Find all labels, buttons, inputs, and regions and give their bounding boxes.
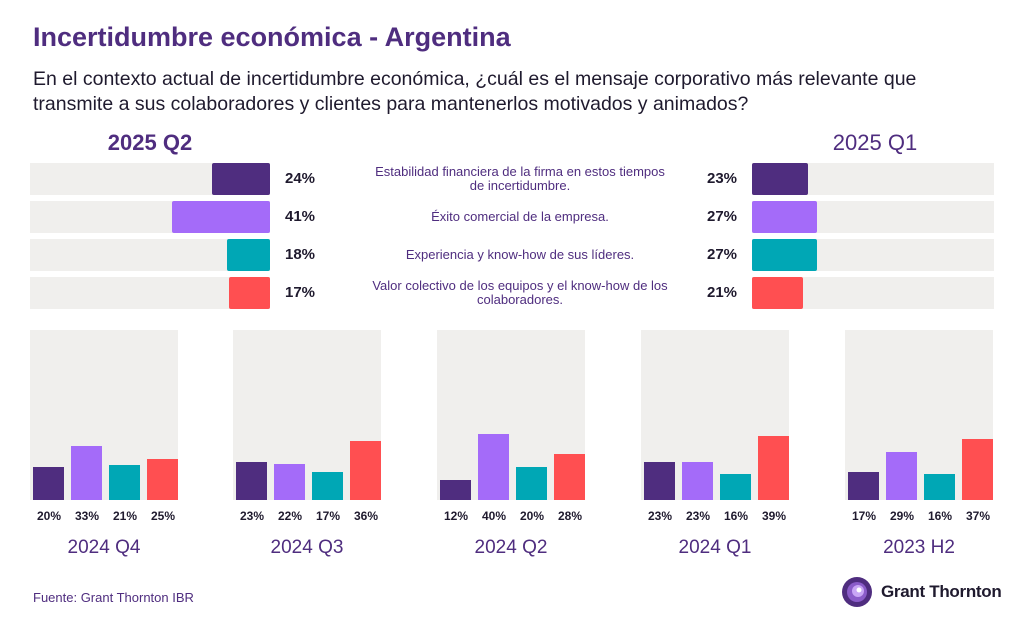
bar-previous: [752, 201, 818, 233]
value-label-previous: 21%: [706, 284, 738, 301]
history-bar: [350, 440, 381, 500]
history-bar: [848, 471, 879, 500]
bar-previous: [752, 163, 808, 195]
history-panel: [641, 330, 789, 500]
history-bar: [554, 453, 585, 500]
history-period-label: 2023 H2: [883, 537, 955, 558]
history-panel: [30, 330, 178, 500]
history-period-label: 2024 Q3: [270, 537, 344, 558]
row-track-previous: [752, 277, 994, 309]
value-label-current: 41%: [284, 208, 316, 225]
history-value-label: 17%: [851, 509, 877, 523]
history-bar: [109, 465, 140, 500]
history-bar: [312, 471, 343, 500]
value-label-previous: 27%: [706, 208, 738, 225]
period-label-previous: 2025 Q1: [832, 130, 918, 155]
history-period-label: 2024 Q2: [474, 537, 548, 558]
history-value-label: 40%: [481, 509, 507, 523]
value-label-previous: 27%: [706, 246, 738, 263]
row-track-current: [30, 239, 270, 271]
history-value-label: 23%: [239, 509, 265, 523]
chart-title: Incertidumbre económica - Argentina: [33, 22, 511, 52]
bar-previous: [752, 277, 803, 309]
survey-question: En el contexto actual de incertidumbre e…: [33, 68, 917, 115]
grant-thornton-logo-icon: [842, 577, 872, 607]
category-label: Éxito comercial de la empresa.: [431, 209, 609, 224]
history-value-label: 23%: [685, 509, 711, 523]
history-value-label: 39%: [761, 509, 787, 523]
category-label: Estabilidad financiera de la firma en es…: [375, 164, 665, 193]
bar-current: [212, 163, 270, 195]
history-bar: [440, 480, 471, 500]
value-label-current: 24%: [284, 170, 316, 187]
history-bar: [886, 452, 917, 500]
history-value-label: 25%: [150, 509, 176, 523]
history-panel: [845, 330, 993, 500]
history-period-label: 2024 Q4: [67, 537, 141, 558]
history-bar: [516, 467, 547, 500]
history-bar: [71, 445, 102, 500]
bar-current: [226, 239, 270, 271]
row-track-previous: [752, 201, 994, 233]
history-bar: [924, 473, 955, 500]
history-bar: [962, 438, 993, 500]
row-track-current: [30, 277, 270, 309]
history-panel: [437, 330, 585, 500]
history-value-label: 20%: [36, 509, 62, 523]
history-value-label: 21%: [112, 509, 138, 523]
history-bar: [236, 462, 267, 500]
bar-current: [229, 277, 270, 309]
row-track-current: [30, 163, 270, 195]
row-track-previous: [752, 239, 994, 271]
value-label-current: 18%: [284, 246, 316, 263]
history-value-label: 16%: [927, 509, 953, 523]
history-bar: [147, 458, 178, 500]
history-value-label: 28%: [557, 509, 583, 523]
history-value-label: 22%: [277, 509, 303, 523]
history-value-label: 20%: [519, 509, 545, 523]
history-value-label: 12%: [443, 509, 469, 523]
value-label-previous: 23%: [706, 170, 738, 187]
category-label: Valor colectivo de los equipos y el know…: [372, 278, 668, 307]
history-value-label: 33%: [74, 509, 100, 523]
history-period-label: 2024 Q1: [678, 537, 752, 558]
history-bar: [274, 463, 305, 500]
brand-logo: Grant Thornton: [841, 576, 1002, 608]
source-note: Fuente: Grant Thornton IBR: [33, 590, 194, 605]
history-bar: [720, 473, 751, 500]
history-value-label: 36%: [353, 509, 379, 523]
history-bar: [758, 435, 789, 500]
category-label: Experiencia y know-how de sus líderes.: [405, 247, 635, 262]
history-panel: [233, 330, 381, 500]
period-label-current: 2025 Q2: [107, 130, 193, 155]
history-bar: [682, 462, 713, 500]
history-bar: [478, 434, 509, 500]
bar-current: [171, 201, 270, 233]
history-value-label: 16%: [723, 509, 749, 523]
bar-previous: [752, 239, 818, 271]
history-value-label: 17%: [315, 509, 341, 523]
history-bar: [644, 462, 675, 500]
value-label-current: 17%: [284, 284, 316, 301]
row-track-previous: [752, 163, 994, 195]
brand-name: Grant Thornton: [881, 582, 1002, 601]
history-value-label: 29%: [889, 509, 915, 523]
history-value-label: 23%: [647, 509, 673, 523]
history-value-label: 37%: [965, 509, 991, 523]
history-bar: [33, 467, 64, 500]
row-track-current: [30, 201, 270, 233]
